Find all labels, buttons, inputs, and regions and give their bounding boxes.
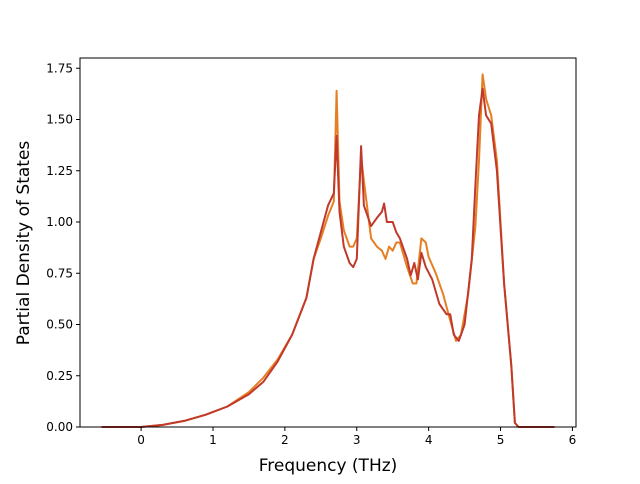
plot-frame [79,57,577,428]
y-tick-label: 1.25 [46,164,73,178]
series-line-2 [101,87,555,428]
x-tick-label: 0 [137,433,145,447]
y-tick-label: 0.00 [46,420,73,434]
y-tick-label: 1.00 [46,215,73,229]
axes-layer [79,57,577,428]
series-layer [101,73,555,428]
ticks-layer: 0 1 2 3 4 5 6 0.00 0.25 0.50 0.75 1.00 1.25 1.50 1.75 [46,61,576,447]
x-tick-label: 2 [281,433,289,447]
x-tick-label: 3 [353,433,361,447]
x-tick-label: 6 [569,433,577,447]
x-tick-label: 1 [209,433,217,447]
y-tick-label: 0.75 [46,266,73,280]
y-tick-label: 1.50 [46,113,73,127]
x-axis-label: Frequency (THz) [259,456,398,476]
y-tick-label: 0.50 [46,318,73,332]
series-line-1 [101,73,555,428]
y-axis-label: Partial Density of States [14,141,34,346]
y-tick-label: 1.75 [46,61,73,75]
x-tick-label: 4 [425,433,433,447]
x-tick-label: 5 [497,433,505,447]
y-tick-label: 0.25 [46,369,73,383]
